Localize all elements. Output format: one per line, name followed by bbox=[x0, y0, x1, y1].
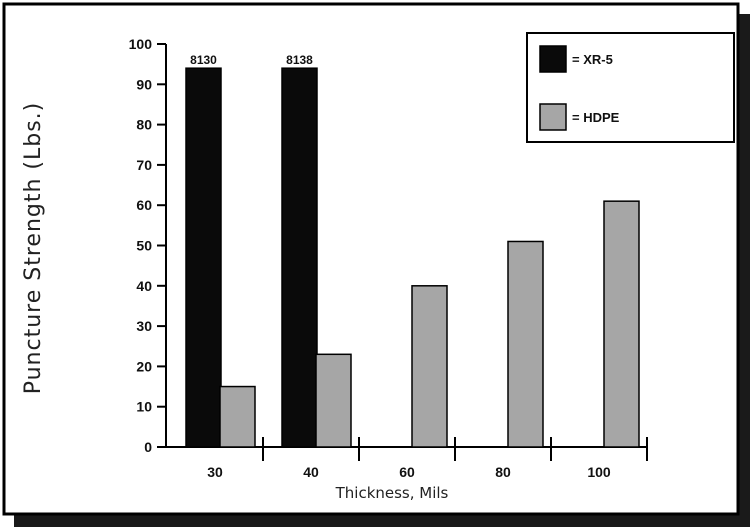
y-tick-label-20: 20 bbox=[136, 358, 152, 374]
x-tick-label-40: 40 bbox=[303, 464, 319, 480]
bar-hdpe-60 bbox=[411, 285, 448, 448]
legend-swatch-hdpe bbox=[539, 103, 567, 131]
y-tick-label-90: 90 bbox=[136, 76, 152, 92]
y-tick-label-40: 40 bbox=[136, 278, 152, 294]
y-tick-label-30: 30 bbox=[136, 318, 152, 334]
y-tick-label-80: 80 bbox=[136, 117, 152, 133]
x-tick-label-80: 80 bbox=[495, 464, 511, 480]
y-axis-label: Puncture Strength (Lbs.) bbox=[21, 102, 46, 395]
data-label-xr5-40: 8138 bbox=[286, 53, 313, 67]
bar-hdpe-30 bbox=[219, 385, 256, 448]
bar-hdpe-80 bbox=[507, 240, 544, 448]
data-label-xr5-30: 8130 bbox=[190, 53, 217, 67]
y-tick-label-70: 70 bbox=[136, 157, 152, 173]
bar-xr5-30 bbox=[185, 67, 222, 448]
x-axis-label: Thickness, Mils bbox=[335, 484, 449, 502]
legend-swatch-xr5 bbox=[539, 45, 567, 73]
x-tick-label-100: 100 bbox=[587, 464, 611, 480]
legend-label-xr5: = XR-5 bbox=[572, 52, 613, 67]
plot-area: 0 10 20 30 40 50 60 70 80 90 100 30 8130 40 8138 60 80 10… bbox=[129, 36, 648, 480]
y-tick-label-10: 10 bbox=[136, 399, 152, 415]
bar-xr5-40 bbox=[281, 67, 318, 448]
y-tick-label-0: 0 bbox=[144, 439, 152, 455]
legend: = XR-5 = HDPE bbox=[526, 32, 735, 143]
bar-hdpe-40 bbox=[315, 353, 352, 448]
y-tick-label-50: 50 bbox=[136, 238, 152, 254]
x-tick-label-30: 30 bbox=[207, 464, 223, 480]
legend-label-hdpe: = HDPE bbox=[572, 110, 620, 125]
y-tick-label-60: 60 bbox=[136, 197, 152, 213]
y-tick-label-100: 100 bbox=[129, 36, 153, 52]
x-tick-label-60: 60 bbox=[399, 464, 415, 480]
bar-hdpe-100 bbox=[603, 200, 640, 448]
